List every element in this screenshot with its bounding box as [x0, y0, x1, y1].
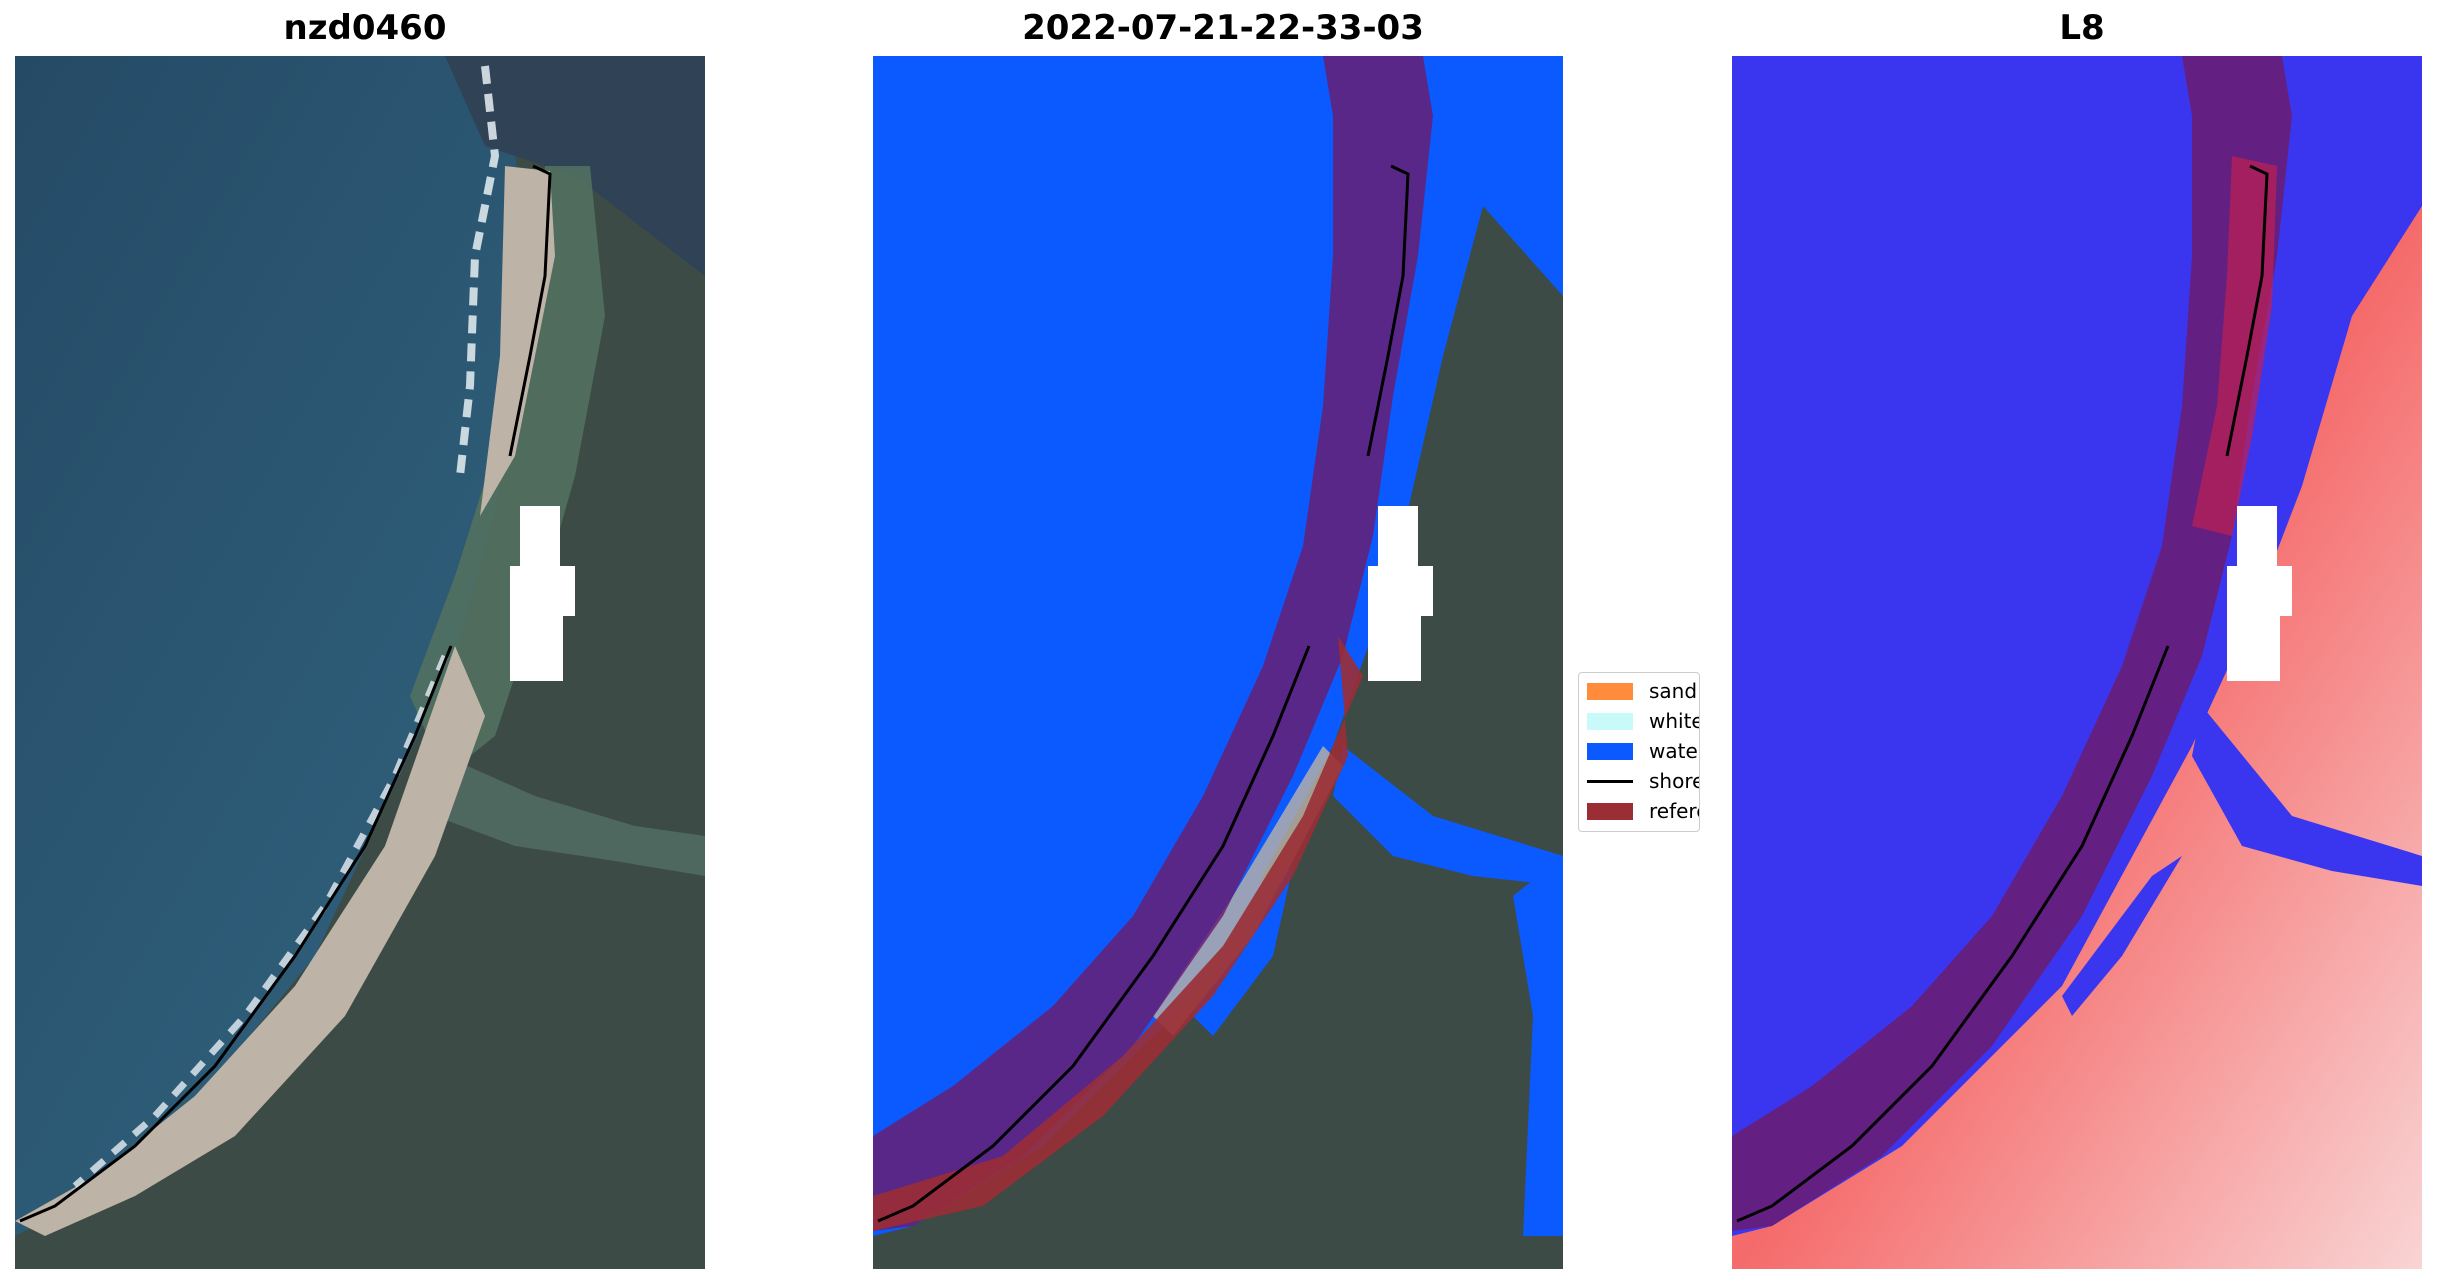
panel-title-satellite: L8	[2059, 8, 2105, 48]
panel-title-date: 2022-07-21-22-33-03	[1022, 8, 1424, 48]
legend: sand whitewater water shoreline referenc…	[1578, 672, 1700, 832]
legend-item-shoreline: shoreline	[1587, 769, 1699, 793]
index-image	[1732, 56, 2422, 1269]
legend-item-reference: reference	[1587, 799, 1699, 823]
reference-swatch	[1587, 802, 1633, 820]
legend-item-whitewater: whitewater	[1587, 709, 1700, 733]
index-panel	[1732, 56, 2422, 1269]
legend-label-water: water	[1649, 739, 1699, 763]
legend-item-sand: sand	[1587, 679, 1697, 703]
legend-label-whitewater: whitewater	[1649, 709, 1700, 733]
shoreline-line-swatch	[1587, 779, 1633, 783]
legend-item-water: water	[1587, 739, 1699, 763]
rgb-satellite-image	[15, 56, 705, 1269]
sand-swatch	[1587, 682, 1633, 700]
legend-label-sand: sand	[1649, 679, 1698, 703]
panel-title-image: nzd0460	[283, 8, 447, 48]
classified-image	[873, 56, 1563, 1269]
whitewater-swatch	[1587, 712, 1633, 730]
water-swatch	[1587, 742, 1633, 760]
legend-label-shoreline: shoreline	[1649, 769, 1699, 793]
legend-label-reference: reference	[1649, 799, 1699, 823]
rgb-satellite-panel	[15, 56, 705, 1269]
classified-panel	[873, 56, 1563, 1269]
